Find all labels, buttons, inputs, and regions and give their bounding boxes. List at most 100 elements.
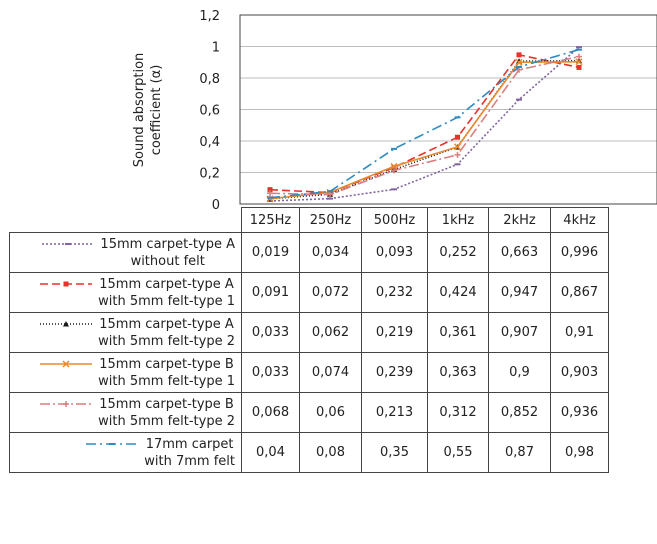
table-cell: 0,034: [299, 232, 362, 273]
data-point: [576, 48, 582, 51]
series-4: [266, 58, 583, 203]
series-line: [269, 53, 580, 194]
table-cell: 0,06: [299, 392, 362, 433]
series-lines: [266, 46, 583, 203]
y-tick-label: 1: [212, 41, 220, 56]
legend-label: 17mm carpet with 7mm felt: [144, 436, 235, 469]
series-line: [269, 46, 580, 202]
y-tick-labels: 0 0,2 0,4 0,6 0,8 1 1,2: [199, 9, 220, 210]
x-category-label: 1kHz: [427, 207, 489, 233]
table-corner: [9, 207, 242, 233]
legend-entry: 17mm carpet with 7mm felt: [9, 432, 242, 473]
chart-plot-area: 0 0,2 0,4 0,6 0,8 1 1,2 Sound absorption coeff…: [132, 9, 657, 210]
table-cell: 0,87: [488, 432, 551, 473]
data-point: [575, 58, 583, 66]
table-cell: 0,072: [299, 272, 362, 313]
table-cell: 0,08: [299, 432, 362, 473]
gridlines: [239, 14, 657, 205]
legend-swatch: [86, 442, 139, 445]
x-category-label: 125Hz: [241, 207, 300, 233]
data-point: [63, 320, 70, 326]
table-cell: 0,996: [550, 232, 609, 273]
data-point: [63, 400, 70, 407]
table-cell: 0,033: [241, 312, 300, 353]
x-category-label: 500Hz: [361, 207, 428, 233]
legend-swatch: [40, 320, 93, 326]
series-1: [267, 46, 582, 203]
series-line: [269, 59, 580, 200]
data-point: [576, 53, 582, 60]
table-cell: 0,947: [488, 272, 551, 313]
data-point: [453, 143, 462, 151]
data-point: [391, 167, 397, 174]
table-cell: 0,062: [299, 312, 362, 353]
data-point: [391, 147, 397, 150]
data-point: [267, 187, 273, 193]
table-cell: 0,074: [299, 352, 362, 393]
table-cell: 0,019: [241, 232, 300, 273]
table-row: 17mm carpet with 7mm felt 0,04 0,08 0,35 0,55…: [9, 432, 609, 473]
y-tick-label: 0,4: [199, 135, 220, 150]
table-cell: 0,936: [550, 392, 609, 433]
table-cell: 0,98: [550, 432, 609, 473]
data-point: [267, 196, 273, 199]
table-cell: 0,312: [427, 392, 489, 433]
series-line: [269, 48, 580, 199]
series-5: [267, 53, 582, 198]
table-cell: 0,903: [550, 352, 609, 393]
y-tick-label: 0: [212, 198, 220, 210]
table-cell: 0,55: [427, 432, 489, 473]
table-cell: 0,424: [427, 272, 489, 313]
data-table: 125Hz 250Hz 500Hz 1kHz 2kHz 4kHz 15mm carpet-t…: [9, 207, 609, 473]
x-category-label: 250Hz: [299, 207, 362, 233]
data-point: [109, 442, 116, 445]
x-category-label: 4kHz: [550, 207, 609, 233]
data-point: [454, 163, 461, 166]
x-category-label: 2kHz: [488, 207, 551, 233]
data-point: [576, 46, 582, 49]
table-cell: 0,219: [361, 312, 428, 353]
data-point: [327, 197, 333, 200]
legend-swatch: [40, 281, 93, 286]
table-cell: 0,232: [361, 272, 428, 313]
series-6: [267, 48, 582, 199]
data-point: [327, 191, 333, 198]
data-point: [576, 64, 582, 70]
data-point: [455, 134, 460, 140]
data-point: [65, 242, 72, 245]
legend-swatch: [40, 400, 93, 407]
series-2: [267, 52, 582, 196]
y-axis-label-line2: coefficient (α): [149, 65, 164, 156]
table-cell: 0,033: [241, 352, 300, 393]
table-cell: 0,363: [427, 352, 489, 393]
data-point: [454, 151, 461, 158]
data-point: [327, 190, 333, 193]
series-3: [267, 57, 582, 202]
y-tick-label: 0,8: [199, 72, 220, 87]
legend-swatch: [42, 242, 95, 245]
table-cell: 0,213: [361, 392, 428, 433]
series-line: [269, 60, 580, 200]
table-cell: 0,068: [241, 392, 300, 433]
y-tick-label: 0,2: [199, 167, 220, 182]
data-point: [63, 281, 69, 286]
data-point: [62, 359, 70, 368]
table-cell: 0,361: [427, 312, 489, 353]
table-cell: 0,663: [488, 232, 551, 273]
data-point: [516, 98, 522, 101]
table-cell: 0,9: [488, 352, 551, 393]
table-cell: 0,867: [550, 272, 609, 313]
